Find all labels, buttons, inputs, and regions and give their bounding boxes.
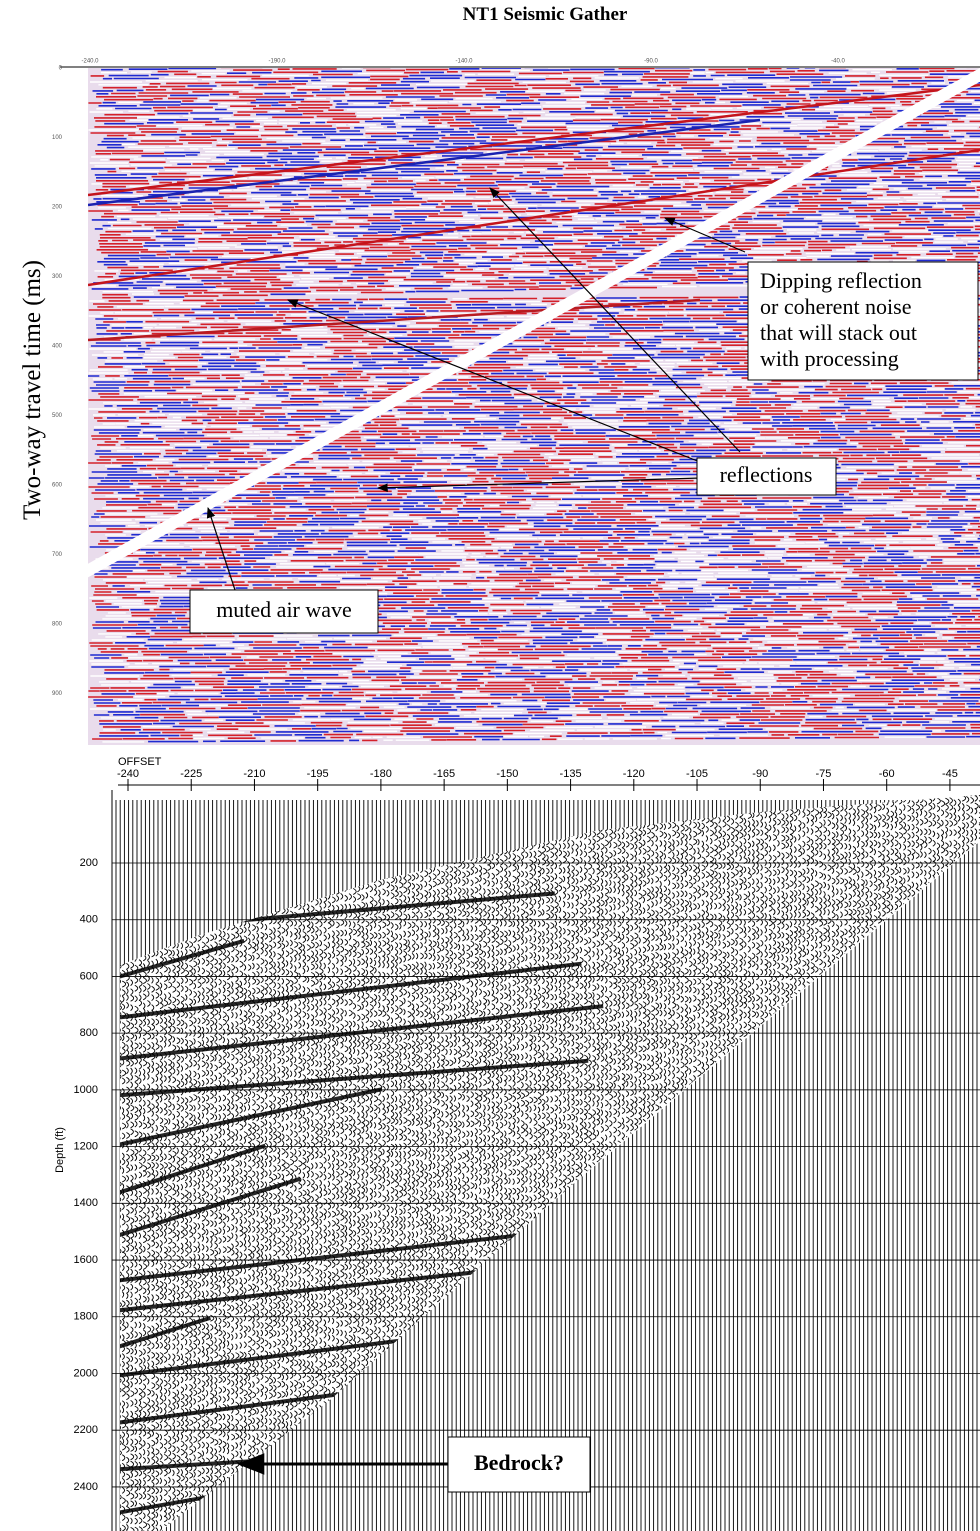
annotation-text: muted air wave [216, 597, 352, 622]
annotation-text: Bedrock? [474, 1450, 564, 1475]
y-tick-label: 900 [52, 691, 63, 697]
seismic-image [88, 68, 980, 743]
y-label: Depth (ft) [54, 1127, 66, 1173]
reflector [88, 148, 980, 287]
annotation-text: reflections [720, 462, 813, 487]
x-tick-label: -150 [496, 768, 518, 780]
x-tick-label: -135 [560, 768, 582, 780]
y-tick-label: 0 [59, 66, 63, 72]
arrow [376, 477, 701, 493]
y-tick-label: 2000 [74, 1367, 98, 1379]
y-tick-label: 1200 [74, 1141, 98, 1153]
y-tick-label: 1000 [74, 1084, 98, 1096]
air-wave-mute [88, 68, 980, 578]
y-tick-label: 1600 [74, 1254, 98, 1266]
x-tick-label: -75 [816, 768, 832, 780]
y-tick-label: 700 [52, 552, 63, 558]
x-tick-label: -90 [752, 768, 768, 780]
x-tick-label: -225 [180, 768, 202, 780]
x-tick-label: -45 [942, 768, 958, 780]
annotation-text: Dipping reflection [760, 268, 922, 293]
x-tick-label: -165 [433, 768, 455, 780]
title: NT1 Seismic Gather [463, 4, 628, 25]
y-tick-label: 2400 [74, 1481, 98, 1493]
annotation-box [747, 261, 979, 381]
x-tick-label: -105 [686, 768, 708, 780]
x-tick-label: -190.0 [268, 59, 286, 65]
x-tick-label: -210 [243, 768, 265, 780]
y-tick-label: 100 [52, 135, 63, 141]
y-tick-label: 200 [80, 857, 98, 869]
wiggle-shapes [120, 795, 980, 1531]
y-tick-label: 400 [80, 914, 98, 926]
annotation-text: with processing [760, 346, 899, 371]
x-tick-label: -140.0 [455, 59, 473, 65]
x-tick-label: -90.0 [644, 59, 658, 65]
reflector [88, 298, 701, 342]
y-tick-label: 400 [52, 344, 63, 350]
reflector [88, 83, 980, 197]
x-tick-label: -40.0 [831, 59, 845, 65]
y-tick-label: 1800 [74, 1311, 98, 1323]
arrow [206, 506, 236, 591]
y-tick-label: 600 [52, 483, 63, 489]
annotation-box [447, 1436, 591, 1493]
arrow [286, 299, 701, 463]
x-tick-label: -195 [307, 768, 329, 780]
arrow [489, 187, 741, 453]
y-tick-label: 600 [80, 970, 98, 982]
y-tick-label: 300 [52, 274, 63, 280]
y-tick-label: 200 [52, 205, 63, 211]
x-tick-label: -240.0 [81, 59, 99, 65]
y-label: Two-way travel time (ms) [19, 260, 46, 520]
y-tick-label: 800 [80, 1027, 98, 1039]
annotation-box [696, 457, 837, 496]
x-tick-label: -180 [370, 768, 392, 780]
y-tick-label: 500 [52, 413, 63, 419]
x-label: OFFSET [118, 756, 162, 768]
x-tick-label: -240 [117, 768, 139, 780]
y-tick-label: 2200 [74, 1424, 98, 1436]
y-tick-label: 1400 [74, 1197, 98, 1209]
annotation-text: that will stack out [760, 320, 917, 345]
y-tick-label: 800 [52, 622, 63, 628]
annotation-text: or coherent noise [760, 294, 912, 319]
arrow [664, 217, 746, 253]
reflector [88, 118, 761, 207]
x-tick-label: -60 [879, 768, 895, 780]
x-tick-label: -120 [623, 768, 645, 780]
annotation-box [189, 589, 379, 634]
